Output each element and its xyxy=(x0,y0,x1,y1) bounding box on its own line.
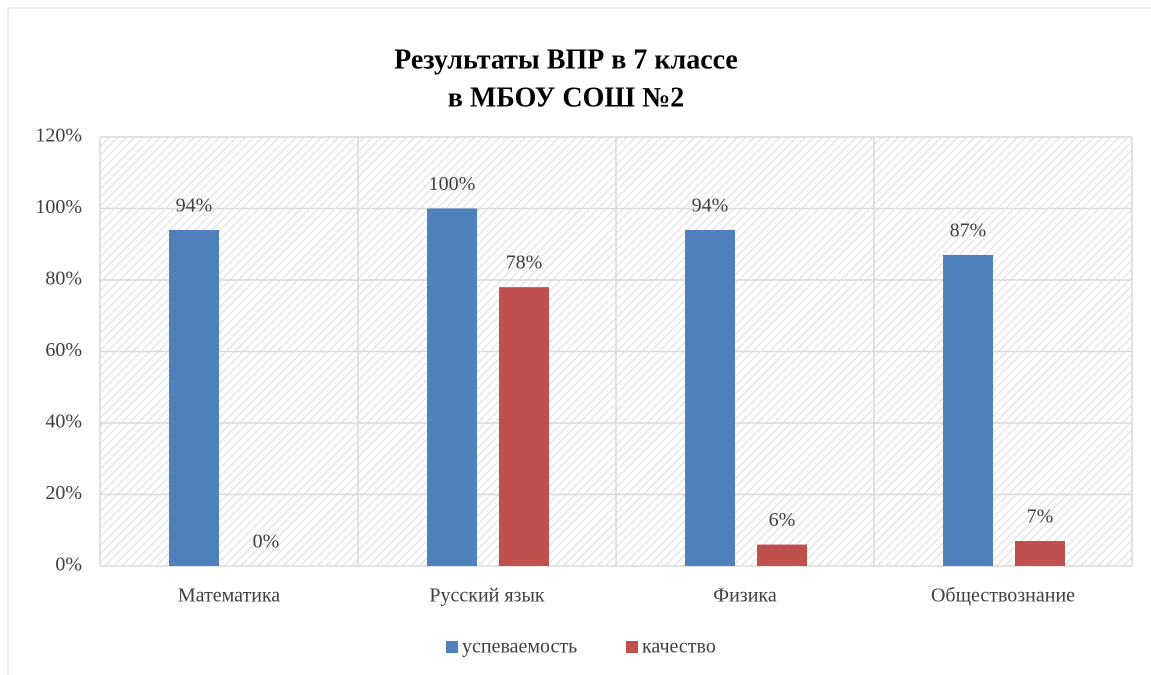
y-tick-label: 60% xyxy=(45,339,82,361)
data-label: 0% xyxy=(253,531,280,553)
y-tick-label: 0% xyxy=(55,554,82,576)
x-tick-label: Математика xyxy=(178,585,280,607)
data-label: 100% xyxy=(429,173,476,195)
data-label: 94% xyxy=(692,195,729,217)
legend-swatch xyxy=(626,641,638,653)
legend-label: качество xyxy=(642,636,716,658)
y-tick-label: 40% xyxy=(45,411,82,433)
bar xyxy=(169,229,219,566)
bar xyxy=(427,208,477,566)
legend-label: успеваемость xyxy=(462,636,577,658)
bar xyxy=(943,254,993,566)
bar xyxy=(1015,540,1065,566)
y-tick-label: 100% xyxy=(35,196,82,218)
data-label: 7% xyxy=(1027,506,1054,528)
data-label: 87% xyxy=(950,220,987,242)
legend-swatch xyxy=(446,641,458,653)
y-tick-label: 20% xyxy=(45,482,82,504)
data-label: 6% xyxy=(769,509,796,531)
chart-title: в МБОУ СОШ №2 xyxy=(448,82,685,113)
x-tick-label: Обществознание xyxy=(931,585,1075,607)
data-label: 94% xyxy=(176,195,213,217)
x-tick-label: Русский язык xyxy=(429,585,545,607)
bar xyxy=(685,229,735,566)
data-label: 78% xyxy=(506,252,543,274)
y-tick-label: 120% xyxy=(35,125,82,147)
y-tick-label: 80% xyxy=(45,268,82,290)
chart-title: Результаты ВПР в 7 классе xyxy=(394,44,738,75)
chart-border xyxy=(7,7,1151,675)
x-tick-label: Физика xyxy=(713,585,777,607)
bar xyxy=(757,544,807,566)
bar xyxy=(499,287,549,566)
